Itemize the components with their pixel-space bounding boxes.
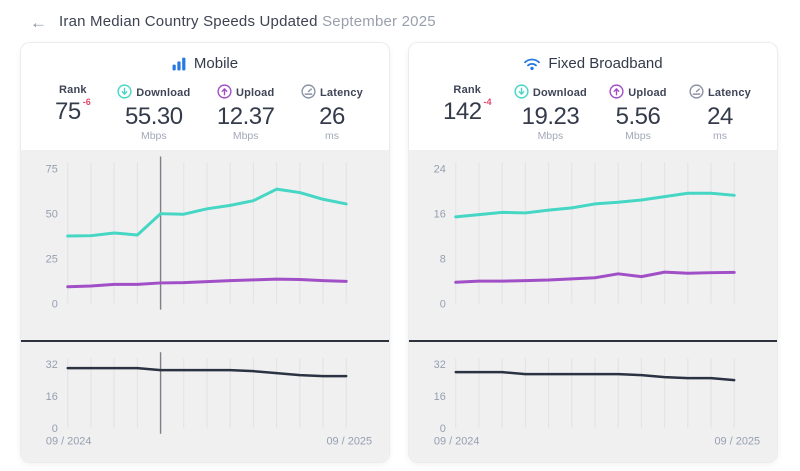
fixed-upload-value: 5.56	[615, 103, 661, 130]
fixed-card-title-label: Fixed Broadband	[548, 55, 663, 72]
svg-text:0: 0	[52, 299, 58, 311]
fixed-rank-stat: Rank 142 -4	[443, 84, 492, 142]
fixed-latency-chart-panel: 0 16 32 09 / 2024 09 / 2025	[409, 342, 777, 452]
svg-text:16: 16	[434, 208, 446, 220]
fixed-speed-chart-panel: 0 8 16 24	[409, 150, 777, 340]
latency-label: Latency	[708, 87, 751, 99]
rank-label: Rank	[453, 84, 482, 96]
chart-divider	[409, 340, 777, 342]
page-title: Iran Median Country Speeds Updated	[59, 13, 318, 30]
fixed-card-footer	[409, 452, 777, 462]
fixed-broadband-card: Fixed Broadband Rank 142 -4	[408, 42, 778, 463]
mobile-card-title: Mobile	[21, 43, 389, 72]
fixed-download-stat: Download 19.23 Mbps	[514, 84, 587, 142]
svg-text:0: 0	[440, 299, 446, 311]
svg-text:16: 16	[434, 391, 446, 403]
fixed-speed-chart[interactable]: 0 8 16 24	[409, 150, 777, 340]
fixed-rank-value: 142 -4	[443, 97, 492, 125]
fixed-stats-row: Rank 142 -4 Downloa	[409, 72, 777, 142]
mobile-upload-value: 12.37	[216, 103, 275, 130]
mobile-download-value: 55.30	[125, 103, 183, 130]
svg-text:8: 8	[440, 254, 446, 266]
latency-label: Latency	[319, 87, 363, 99]
mobile-upload-stat: Upload 12.37 Mbps	[217, 84, 275, 142]
svg-text:16: 16	[46, 391, 58, 403]
fixed-latency-chart[interactable]: 0 16 32 09 / 2024 09 / 2025	[409, 342, 777, 452]
mobile-card-title-label: Mobile	[193, 55, 239, 72]
svg-text:09 / 2025: 09 / 2025	[326, 436, 372, 448]
mobile-rank-value: 75 -6	[55, 97, 91, 125]
mobile-stats-row: Rank 75 -6 Download	[21, 72, 389, 142]
rank-delta-badge: -6	[82, 97, 91, 107]
rank-delta-badge: -4	[483, 97, 492, 107]
mobile-speed-chart-panel: 0 25 50 75	[21, 150, 389, 340]
upload-icon	[609, 84, 624, 102]
mobile-latency-chart-panel: 0 16 32 09 / 2024 09 / 2025	[21, 342, 389, 452]
mobile-download-unit: Mbps	[140, 130, 167, 143]
svg-text:09 / 2024: 09 / 2024	[46, 436, 92, 448]
svg-text:0: 0	[52, 423, 58, 435]
mobile-upload-unit: Mbps	[232, 130, 259, 143]
back-arrow-icon[interactable]: ←	[30, 12, 47, 32]
mobile-latency-stat: Latency 26 ms	[301, 84, 363, 142]
mobile-card: Mobile Rank 75 -6	[20, 42, 390, 463]
download-icon	[514, 84, 529, 102]
download-label: Download	[532, 87, 587, 99]
mobile-latency-value: 26	[319, 103, 345, 130]
svg-text:75: 75	[46, 163, 58, 175]
cards-row: Mobile Rank 75 -6	[0, 31, 800, 463]
fixed-upload-stat: Upload 5.56 Mbps	[609, 84, 667, 143]
upload-icon	[217, 84, 232, 102]
fixed-upload-unit: Mbps	[625, 130, 651, 143]
mobile-speed-chart[interactable]: 0 25 50 75	[21, 150, 389, 340]
download-label: Download	[136, 87, 191, 99]
svg-text:32: 32	[46, 359, 58, 371]
mobile-card-footer	[21, 452, 389, 462]
upload-label: Upload	[235, 87, 275, 99]
svg-text:09 / 2025: 09 / 2025	[714, 436, 760, 448]
mobile-rank-stat: Rank 75 -6	[55, 84, 91, 142]
page-subtitle-date: September 2025	[322, 13, 436, 30]
svg-text:50: 50	[46, 208, 58, 220]
upload-label: Upload	[628, 87, 667, 99]
wifi-icon	[523, 56, 541, 71]
latency-gauge-icon	[689, 84, 704, 102]
fixed-latency-unit: ms	[712, 130, 727, 143]
svg-text:25: 25	[46, 254, 58, 266]
svg-text:09 / 2024: 09 / 2024	[434, 436, 480, 448]
svg-text:0: 0	[440, 423, 446, 435]
mobile-latency-unit: ms	[324, 130, 339, 143]
latency-gauge-icon	[301, 84, 316, 102]
mobile-signal-bars-icon	[172, 56, 187, 71]
mobile-card-header: Mobile Rank 75 -6	[21, 43, 389, 150]
page-header: ← Iran Median Country Speeds Updated Sep…	[0, 0, 800, 31]
svg-text:24: 24	[434, 163, 446, 175]
fixed-card-header: Fixed Broadband Rank 142 -4	[409, 43, 777, 150]
fixed-download-unit: Mbps	[537, 130, 564, 143]
fixed-latency-stat: Latency 24 ms	[689, 84, 751, 142]
chart-divider	[21, 340, 389, 342]
fixed-latency-value: 24	[707, 103, 733, 130]
mobile-download-stat: Download 55.30 Mbps	[117, 84, 190, 142]
fixed-download-value: 19.23	[521, 103, 580, 130]
mobile-latency-chart[interactable]: 0 16 32 09 / 2024 09 / 2025	[21, 342, 389, 452]
svg-text:32: 32	[434, 359, 446, 371]
rank-label: Rank	[59, 84, 87, 96]
fixed-card-title: Fixed Broadband	[409, 43, 777, 72]
download-icon	[117, 84, 132, 102]
